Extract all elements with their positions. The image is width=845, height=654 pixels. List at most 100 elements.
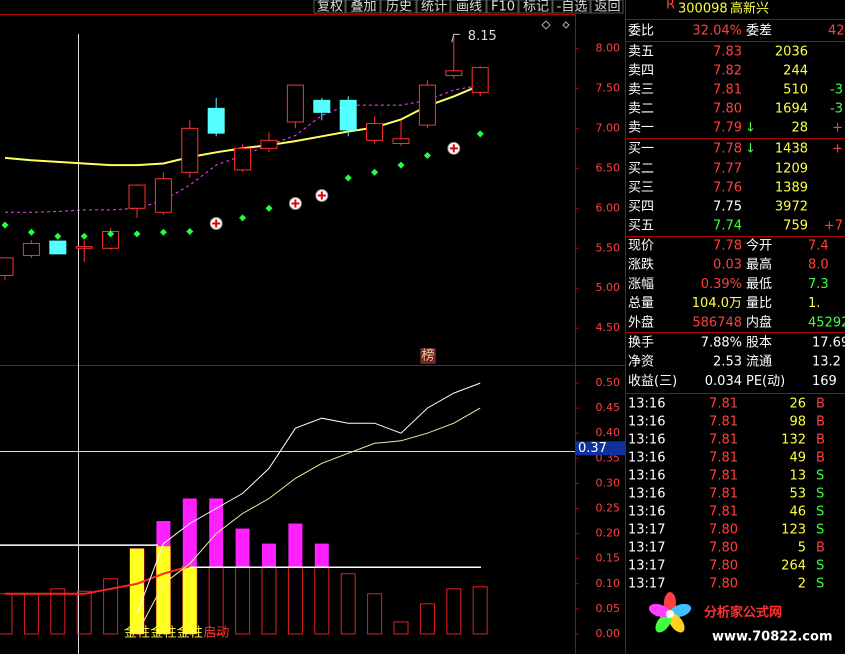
trade-time: 13:16 [628, 487, 665, 502]
toolbar-label[interactable]: -自选 [557, 0, 588, 15]
toolbar-button[interactable] [380, 0, 417, 14]
trade-time: 13:16 [628, 415, 665, 430]
trade-volume: 5 [798, 541, 806, 556]
toolbar-label[interactable]: 历史 [386, 0, 412, 15]
trade-price: 7.81 [709, 487, 738, 502]
trade-side: B [816, 451, 825, 466]
toolbar-label[interactable]: 统计 [421, 0, 447, 15]
sar-dot [80, 232, 88, 240]
book-change: +7 [824, 219, 843, 234]
toolbar-label[interactable]: 复权 [317, 0, 343, 15]
toolbar-label[interactable]: 叠加 [350, 0, 376, 15]
candle-body [49, 240, 67, 255]
book-price: 7.79 [713, 121, 742, 136]
book-volume: 1438 [775, 142, 808, 157]
candle-body [128, 184, 146, 209]
stat-label: 最高 [746, 257, 772, 273]
sar-dot [344, 174, 352, 182]
bar [261, 566, 277, 635]
book-volume: 244 [783, 64, 808, 79]
trade-time: 13:16 [628, 469, 665, 484]
red-line [5, 565, 191, 595]
book-change: + [832, 121, 843, 136]
candle-body [75, 246, 93, 249]
toolbar-label[interactable]: 画线 [456, 0, 482, 15]
book-price: 7.81 [713, 83, 742, 98]
toolbar-button[interactable] [313, 0, 346, 14]
golden-bar [130, 548, 144, 634]
bar [393, 621, 409, 635]
candle-body [181, 127, 199, 173]
info-label: 净资 [628, 355, 654, 370]
bar [314, 566, 330, 635]
trade-volume: 26 [789, 397, 806, 412]
toolbar-label[interactable]: 返回 [594, 0, 620, 15]
toolbar-label[interactable]: 标记 [523, 0, 549, 15]
bar [472, 586, 488, 635]
trade-time: 13:16 [628, 397, 665, 412]
sar-dot [397, 161, 405, 169]
signal-label: 金柱 [124, 625, 150, 641]
toolbar-button[interactable] [590, 0, 624, 14]
sar-dot [27, 228, 35, 236]
book-price: 7.78 [713, 142, 742, 157]
sar-dot [423, 151, 431, 160]
stat-label: 现价 [628, 239, 654, 254]
toolbar-button[interactable] [486, 0, 519, 14]
book-volume: 28 [791, 121, 808, 136]
buy-signal [315, 188, 329, 202]
y-tick-label: 7.50 [596, 81, 621, 94]
book-volume: 3972 [775, 200, 808, 215]
trade-volume: 264 [781, 559, 806, 574]
buy-signal [447, 141, 461, 155]
toolbar-button[interactable] [450, 0, 487, 14]
bar [340, 573, 356, 635]
trade-price: 7.80 [709, 559, 738, 574]
y-tick-label: 6.00 [596, 201, 621, 214]
stat-value: 1. [808, 296, 820, 311]
magenta-bar [156, 521, 171, 547]
y-tick-label: 0.30 [596, 476, 621, 489]
toolbar-button[interactable] [552, 0, 591, 14]
trade-time: 13:17 [628, 541, 665, 556]
info-label: 流通 [746, 355, 772, 370]
y-tick-label: 0.00 [596, 627, 621, 640]
book-price: 7.82 [713, 64, 742, 79]
candle-body [445, 70, 463, 77]
info-label: 股本 [746, 336, 772, 351]
bar [76, 590, 92, 635]
book-arrow: ↓ [745, 142, 756, 157]
sar-dot [239, 214, 247, 222]
stat-value: 7.3 [808, 277, 829, 292]
watermark-petal [655, 613, 672, 633]
book-label: 买四 [628, 200, 654, 215]
sar-dot [186, 227, 194, 236]
trade-price: 7.81 [709, 469, 738, 484]
toolbar-button[interactable] [345, 0, 381, 14]
book-price: 7.80 [713, 102, 742, 117]
trade-side: S [816, 487, 824, 502]
high-label: 8.15 [468, 29, 497, 44]
toolbar-label[interactable]: F10 [491, 0, 515, 15]
bar [0, 593, 13, 635]
trade-side: S [816, 469, 824, 484]
y-tick-label: 0.05 [596, 602, 621, 615]
toolbar-button[interactable] [518, 0, 553, 14]
trade-side: S [816, 505, 824, 520]
toolbar-button[interactable] [416, 0, 451, 14]
info-value: 7.88% [701, 336, 742, 351]
bar [419, 603, 435, 635]
candle-body [286, 84, 304, 123]
y-tick-label: 0.10 [596, 577, 621, 590]
y-tick-label: 0.25 [596, 501, 621, 514]
stat-label: 外盘 [628, 314, 654, 330]
book-label: 买二 [628, 162, 654, 177]
book-label: 卖二 [628, 102, 654, 117]
trade-time: 13:17 [628, 523, 665, 538]
cursor-box [576, 441, 625, 456]
stat-label: 总量 [628, 296, 654, 311]
trade-price: 7.81 [709, 397, 738, 412]
trade-volume: 49 [789, 451, 806, 466]
tag-box [420, 348, 436, 364]
book-change: + [832, 142, 843, 157]
